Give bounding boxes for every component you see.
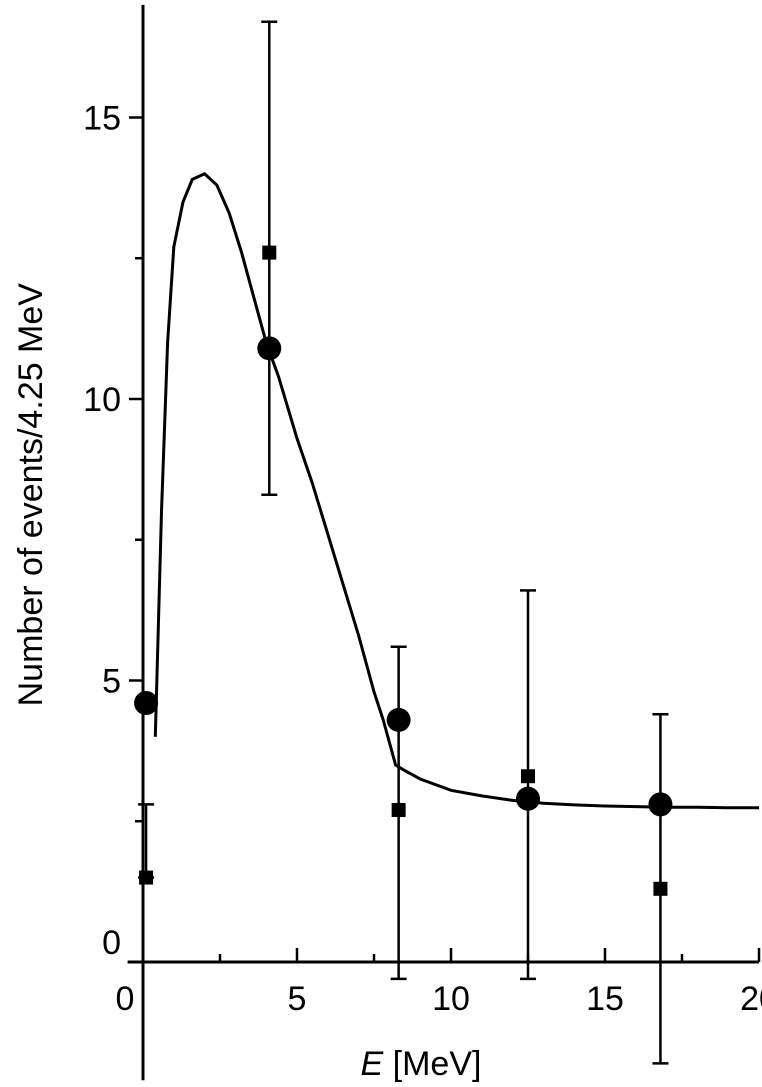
- x-axis-title-symbol: E: [361, 1045, 384, 1083]
- circle-marker: [386, 707, 411, 732]
- fit-curve: [153, 172, 759, 810]
- y-tick-label: 10: [83, 381, 121, 419]
- data-markers: [134, 245, 673, 896]
- square-marker: [139, 870, 154, 885]
- square-marker: [521, 769, 535, 784]
- y-tick-label: 5: [102, 663, 121, 701]
- fit-curve-group: [153, 172, 759, 810]
- circle-marker: [648, 792, 673, 817]
- x-axis-title-unit: [MeV]: [383, 1045, 481, 1083]
- y-tick-label: 0: [102, 924, 121, 962]
- ticks: 0 5 10 15 20 0 5 10 15: [83, 100, 762, 1019]
- x-tick-label: 5: [288, 980, 307, 1018]
- x-tick-label: 10: [432, 980, 470, 1018]
- square-marker: [391, 802, 406, 817]
- axis-labels: E [MeV] Number of events/4.25 MeV: [12, 283, 481, 1083]
- square-marker: [653, 881, 668, 896]
- x-tick-label: 15: [586, 980, 624, 1018]
- x-tick-label: 0: [116, 980, 135, 1018]
- y-axis-title: Number of events/4.25 MeV: [12, 283, 50, 707]
- circle-marker: [257, 336, 282, 361]
- circle-marker: [134, 691, 159, 716]
- y-tick-label: 15: [83, 100, 121, 138]
- x-tick-label: 20: [740, 980, 762, 1018]
- axes: [127, 4, 759, 1081]
- x-axis-title: E [MeV]: [361, 1045, 482, 1083]
- error-bars: [138, 20, 669, 1065]
- circle-marker: [516, 786, 540, 811]
- square-marker: [262, 245, 277, 260]
